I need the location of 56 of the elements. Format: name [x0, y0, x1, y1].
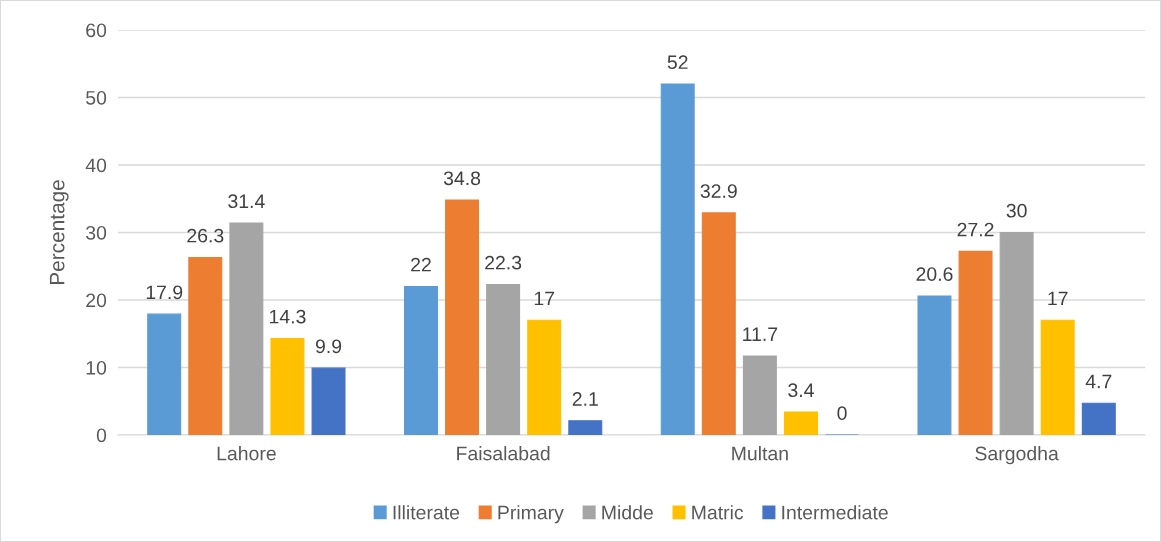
data-label: 17.9	[146, 285, 183, 300]
y-tick-label: 60	[86, 23, 107, 38]
legend-label: Matric	[692, 505, 744, 520]
legend-label: Intermediate	[782, 505, 888, 520]
data-label: 30	[1006, 203, 1027, 218]
x-tick-label: Faisalabad	[457, 446, 550, 461]
y-tick-label: 50	[86, 90, 107, 105]
data-label: 52	[667, 55, 688, 70]
bar	[1081, 402, 1116, 435]
bar	[445, 199, 480, 435]
x-tick-label: Lahore	[217, 446, 276, 461]
data-label: 2.1	[572, 392, 598, 406]
bar	[742, 355, 777, 435]
data-label: 22.3	[485, 255, 522, 270]
data-label: 34.8	[443, 171, 481, 186]
y-tick-label: 30	[86, 225, 107, 240]
bar	[188, 256, 223, 435]
data-label: 3.4	[788, 383, 814, 398]
bar	[568, 420, 603, 435]
legend-label: Illiterate	[393, 505, 460, 520]
x-tick-label: Sargodha	[975, 446, 1059, 465]
data-label: 17	[534, 291, 555, 306]
bar	[701, 212, 736, 435]
bar	[660, 83, 695, 435]
y-tick-label: 0	[96, 428, 107, 443]
y-axis-title: Percentage	[49, 180, 69, 285]
x-tick-label: Multan	[732, 446, 788, 461]
data-label: 17	[1048, 291, 1068, 306]
data-label: 0	[837, 406, 847, 421]
bar	[229, 222, 264, 435]
data-label: 20.6	[916, 267, 953, 281]
data-label: 9.9	[315, 339, 342, 354]
legend-label: Primary	[498, 505, 564, 524]
data-label: 32.9	[700, 184, 737, 198]
bar	[270, 337, 305, 435]
data-label: 11.7	[743, 327, 778, 341]
bar	[1040, 319, 1075, 435]
bar	[999, 231, 1034, 435]
data-label: 31.4	[228, 194, 265, 209]
bar	[486, 283, 521, 435]
data-label: 22	[411, 257, 431, 272]
bar	[917, 295, 952, 435]
y-tick-label: 10	[86, 360, 107, 375]
bar	[147, 313, 182, 435]
data-label: 26.3	[187, 228, 224, 243]
legend-label: Midde	[602, 505, 653, 520]
y-tick-label: 40	[85, 158, 107, 173]
bar	[527, 319, 562, 435]
y-tick-label: 20	[86, 293, 107, 308]
data-label: 4.7	[1085, 374, 1112, 389]
bar	[958, 250, 993, 435]
data-label: 14.3	[270, 309, 306, 324]
bar	[403, 285, 438, 435]
bar	[311, 367, 346, 435]
bar	[783, 411, 818, 435]
data-label: 27.2	[957, 222, 994, 237]
